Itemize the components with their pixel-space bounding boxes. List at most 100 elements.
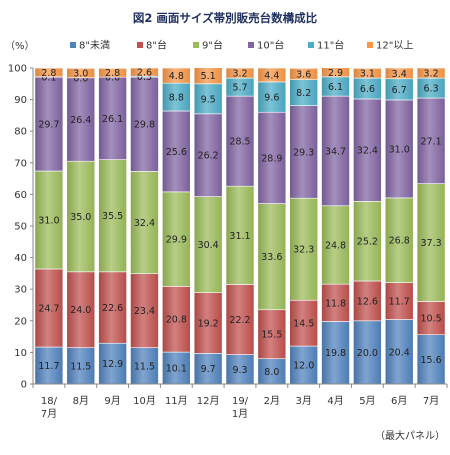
data-label: 9.3 xyxy=(232,365,247,376)
y-tick-label: 40 xyxy=(14,253,27,264)
data-label: 25.2 xyxy=(357,237,378,248)
legend-label: 9"台 xyxy=(202,39,223,52)
data-label: 2.6 xyxy=(137,68,152,79)
data-label: 35.5 xyxy=(102,211,123,222)
x-tick-label: 7月 xyxy=(423,395,439,407)
data-label: 22.6 xyxy=(102,303,123,314)
y-tick-label: 0 xyxy=(21,380,27,391)
y-tick-label: 10 xyxy=(14,348,27,359)
y-axis-label: （%） xyxy=(5,40,35,52)
data-label: 2.9 xyxy=(328,68,343,79)
data-label: 3.2 xyxy=(232,69,247,80)
data-label: 15.5 xyxy=(261,330,282,341)
data-label: 31.0 xyxy=(38,215,59,226)
data-label: 20.0 xyxy=(357,348,378,359)
data-label: 3.6 xyxy=(296,70,311,81)
data-label: 6.3 xyxy=(424,84,439,95)
legend-label: 12"以上 xyxy=(376,40,413,52)
y-tick-label: 50 xyxy=(14,222,27,233)
legend-item: 9"台 xyxy=(193,39,223,52)
data-label: 28.5 xyxy=(229,137,250,148)
data-label: 12.9 xyxy=(102,359,123,370)
data-label: 27.1 xyxy=(420,136,441,147)
data-label: 20.4 xyxy=(389,347,410,358)
data-label: 37.3 xyxy=(420,238,441,249)
legend-swatch xyxy=(137,42,143,48)
data-label: 2.8 xyxy=(105,68,120,79)
bar-stack: 8.015.533.628.99.64.4 xyxy=(258,68,286,384)
legend-item: 10"台 xyxy=(248,39,284,52)
x-tick-label: 11月 xyxy=(165,395,188,407)
legend-swatch xyxy=(308,42,314,48)
data-label: 24.0 xyxy=(70,305,91,316)
data-label: 29.3 xyxy=(293,147,314,158)
bar-stack: 10.120.829.925.68.84.8 xyxy=(162,68,190,384)
data-label: 26.8 xyxy=(389,236,410,247)
y-tick-label: 20 xyxy=(14,316,27,327)
y-tick-label: 60 xyxy=(14,190,27,201)
legend-label: 10"台 xyxy=(257,39,284,52)
data-label: 9.5 xyxy=(201,94,216,105)
data-label: 8.2 xyxy=(296,88,311,99)
x-tick-label: 18/7月 xyxy=(41,396,58,420)
data-label: 19.2 xyxy=(198,319,219,330)
chart-footnote: （最大パネル） xyxy=(375,429,445,442)
data-label: 4.4 xyxy=(264,70,279,81)
legend-item: 8"台 xyxy=(137,39,167,52)
legend-label: 11"台 xyxy=(317,39,344,52)
data-label: 11.5 xyxy=(134,361,155,372)
bar-stack: 9.719.230.426.29.55.1 xyxy=(194,68,222,384)
bars: 11.724.731.029.70.12.811.524.035.026.40.… xyxy=(35,68,445,384)
x-tick-label: 8月 xyxy=(73,395,89,407)
legend-item: 8"未満 xyxy=(70,40,110,52)
bar-stack: 12.922.635.526.10.02.8 xyxy=(99,68,127,384)
data-label: 34.7 xyxy=(325,146,346,157)
data-label: 9.6 xyxy=(264,93,279,104)
data-label: 12.0 xyxy=(293,361,314,372)
y-tick-label: 90 xyxy=(14,95,27,106)
data-label: 22.2 xyxy=(229,315,250,326)
data-label: 12.6 xyxy=(357,296,378,307)
data-label: 26.4 xyxy=(70,115,91,126)
data-label: 6.6 xyxy=(360,84,375,95)
x-tick-label: 9月 xyxy=(104,395,120,407)
data-label: 3.4 xyxy=(392,69,407,80)
data-label: 8.8 xyxy=(169,93,184,104)
data-label: 24.7 xyxy=(38,304,59,315)
bar-stack: 15.610.537.327.16.33.2 xyxy=(417,68,445,384)
data-label: 29.8 xyxy=(134,120,155,131)
data-label: 11.7 xyxy=(38,361,59,372)
data-label: 32.4 xyxy=(357,146,378,157)
data-label: 5.7 xyxy=(232,83,247,94)
bar-stack: 11.724.731.029.70.12.8 xyxy=(35,68,63,384)
data-label: 11.8 xyxy=(325,298,346,309)
bar-stack: 20.411.726.831.06.73.4 xyxy=(385,68,413,384)
data-label: 26.2 xyxy=(198,151,219,162)
x-tick-label: 6月 xyxy=(391,395,407,407)
data-label: 5.1 xyxy=(201,71,216,82)
data-label: 29.7 xyxy=(38,120,59,131)
data-label: 31.1 xyxy=(229,231,250,242)
legend-label: 8"台 xyxy=(146,39,167,52)
data-label: 3.2 xyxy=(424,69,439,80)
legend-swatch xyxy=(70,42,76,48)
data-label: 11.7 xyxy=(389,297,410,308)
data-label: 28.9 xyxy=(261,153,282,164)
chart-title: 図2 画面サイズ帯別販売台数構成比 xyxy=(133,11,318,25)
bar-stack: 11.524.035.026.40.03.0 xyxy=(67,68,95,384)
y-tick-label: 70 xyxy=(14,158,27,169)
bar-stack: 12.014.532.329.38.23.6 xyxy=(290,68,318,384)
data-label: 9.7 xyxy=(201,364,216,375)
legend-swatch xyxy=(193,42,199,48)
legend-item: 12"以上 xyxy=(367,40,413,52)
x-tick-label: 4月 xyxy=(327,395,343,407)
data-label: 3.0 xyxy=(73,69,88,80)
x-tick-label: 12月 xyxy=(197,395,220,407)
legend-swatch xyxy=(367,42,373,48)
data-label: 3.1 xyxy=(360,69,375,80)
data-label: 10.5 xyxy=(420,314,441,325)
x-tick-label: 3月 xyxy=(296,395,312,407)
bar-stack: 9.3 22.2 31.1 28.5 5.7 3.2 xyxy=(226,68,254,384)
